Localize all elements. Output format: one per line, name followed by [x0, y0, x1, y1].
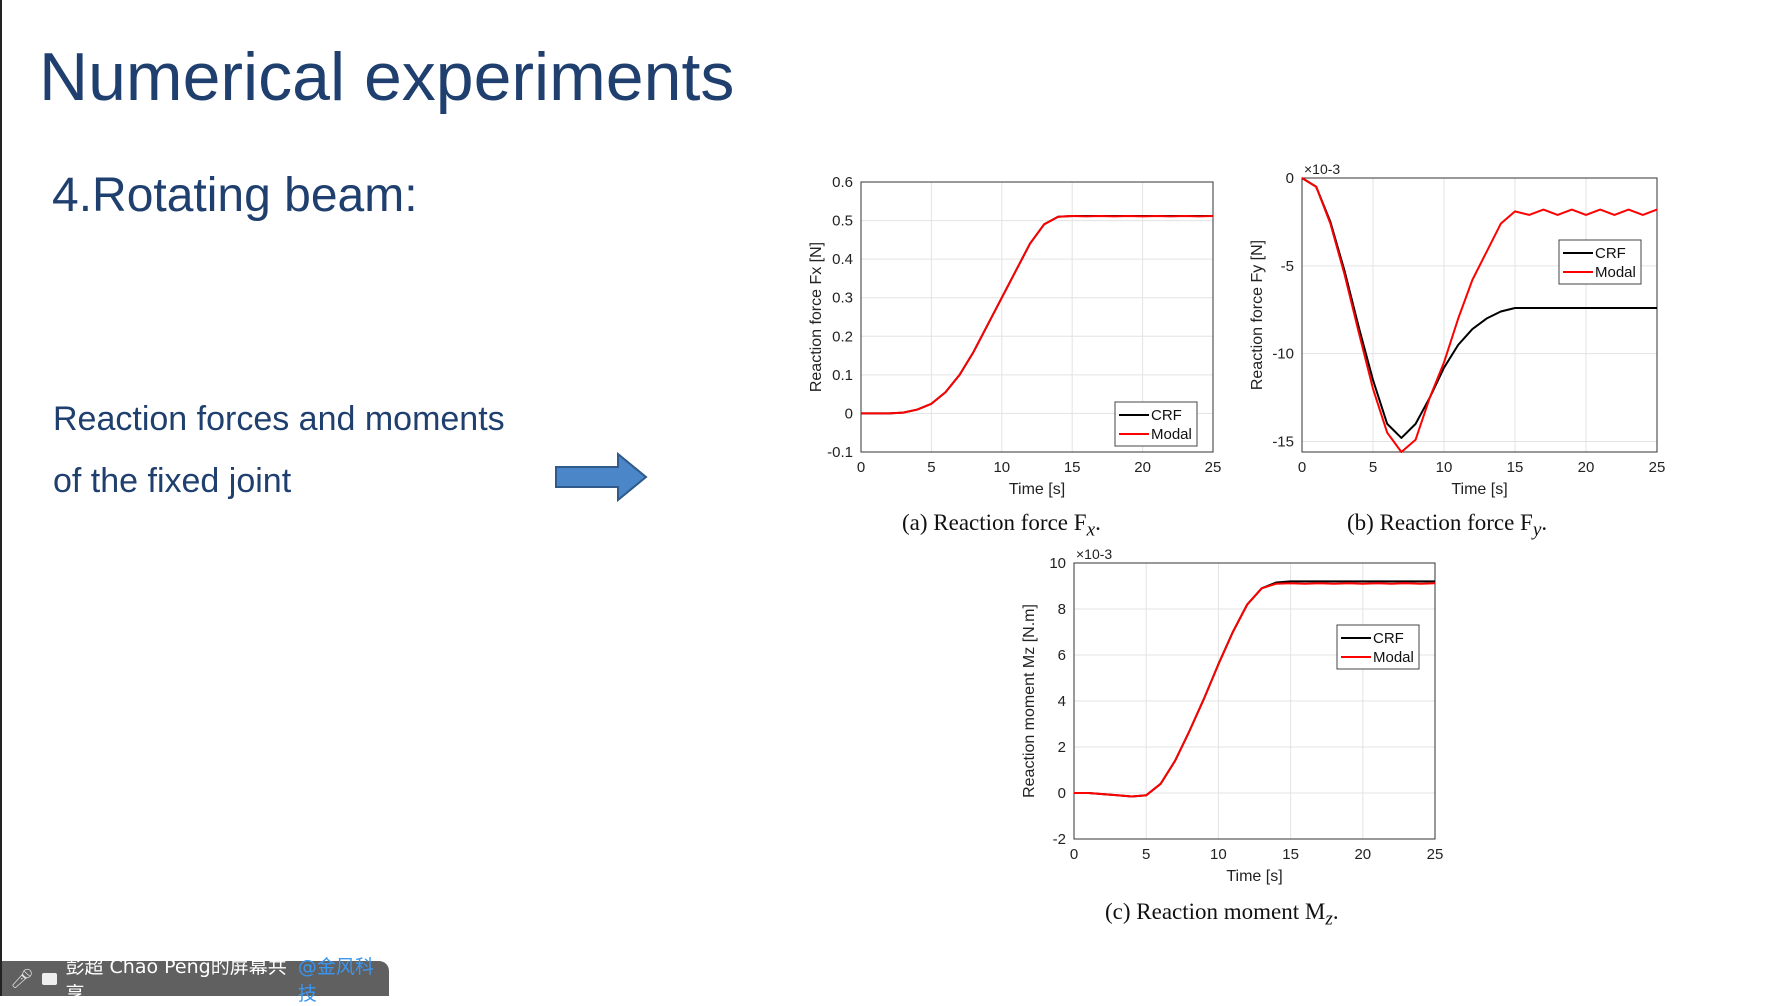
caption-a: (a) Reaction force Fx.	[902, 510, 1101, 541]
y-tick-label: 0	[845, 405, 853, 422]
caption-c: (c) Reaction moment Mz.	[1105, 899, 1339, 930]
legend-label: Modal	[1373, 649, 1414, 666]
series-line-modal	[1301, 177, 1658, 453]
x-tick-label: 15	[1064, 459, 1081, 476]
y-tick-label: 0	[1058, 785, 1066, 802]
screen-share-bar[interactable]: 🎤︎ 彭超 Chao Peng的屏幕共享 @金风科技	[2, 956, 389, 1005]
screen-share-icon[interactable]	[42, 972, 58, 985]
caption-b-text: (b) Reaction force F	[1347, 510, 1533, 535]
axes-box	[1073, 562, 1436, 840]
y-tick-label: 0.2	[832, 328, 853, 345]
x-tick-label: 0	[857, 459, 865, 476]
x-tick-label: 25	[1649, 459, 1666, 476]
body-text-line1: Reaction forces and moments	[53, 400, 505, 438]
y-tick-label: 0.6	[832, 174, 853, 191]
y-tick-label: -2	[1053, 831, 1066, 848]
caption-a-text: (a) Reaction force F	[902, 510, 1087, 535]
org-label: @金风科技	[297, 955, 374, 1005]
legend-label: Modal	[1151, 426, 1192, 443]
caption-c-sub: z	[1325, 908, 1333, 930]
x-tick-label: 5	[1369, 459, 1377, 476]
x-tick-label: 20	[1134, 459, 1151, 476]
legend-label: CRF	[1373, 630, 1404, 647]
series-line-modal	[861, 214, 1214, 415]
y-tick-label: 0	[1286, 170, 1294, 187]
axes-box	[1301, 177, 1658, 453]
x-tick-label: 15	[1282, 846, 1299, 863]
x-tick-label: 15	[1507, 459, 1524, 476]
caption-b: (b) Reaction force Fy.	[1347, 510, 1548, 541]
slide-subtitle: 4.Rotating beam:	[52, 169, 418, 222]
chart-fy: 0 5 10 15 20 25 -15 -10 -5 0 Time [s] Reaction forc…	[1249, 161, 1666, 498]
y-tick-label: 8	[1058, 601, 1066, 618]
y-tick-label: 2	[1058, 739, 1066, 756]
y-axis-label: Reaction force Fx [N]	[808, 242, 825, 392]
x-axis-label: Time [s]	[1226, 868, 1282, 885]
series-line-modal	[1074, 582, 1436, 798]
mic-muted-icon[interactable]: 🎤︎	[10, 968, 35, 990]
x-tick-label: 20	[1578, 459, 1595, 476]
x-axis-label: Time [s]	[1009, 481, 1065, 498]
plot-area	[1302, 178, 1657, 452]
legend-label: CRF	[1595, 245, 1626, 262]
y-tick-label: -15	[1272, 433, 1294, 450]
legend	[1114, 401, 1198, 447]
y-tick-label: -0.1	[827, 444, 853, 461]
y-axis-label: Reaction moment Mz [N.m]	[1021, 604, 1038, 798]
caption-b-sub: y	[1532, 519, 1542, 541]
x-tick-label: 20	[1354, 846, 1371, 863]
body-text-line2: of the fixed joint	[53, 462, 292, 500]
x-axis-label: Time [s]	[1451, 481, 1507, 498]
y-axis-label: Reaction force Fy [N]	[1249, 240, 1266, 390]
x-tick-label: 5	[1142, 846, 1150, 863]
x-tick-label: 25	[1427, 846, 1444, 863]
x-tick-label: 10	[1210, 846, 1227, 863]
axis-exponent: ×10-3	[1304, 161, 1340, 177]
legend	[1558, 239, 1642, 285]
y-tick-label: -10	[1272, 346, 1294, 363]
x-tick-label: 25	[1205, 459, 1222, 476]
legend-label: CRF	[1151, 407, 1182, 424]
axis-exponent: ×10-3	[1076, 546, 1112, 562]
right-arrow-icon	[555, 452, 648, 502]
x-tick-label: 0	[1298, 459, 1306, 476]
y-tick-label: 6	[1058, 647, 1066, 664]
y-tick-label: 0.4	[832, 251, 853, 268]
slide-title: Numerical experiments	[39, 39, 735, 115]
axes-box	[860, 181, 1214, 453]
caption-c-text: (c) Reaction moment M	[1105, 899, 1326, 924]
x-tick-label: 10	[993, 459, 1010, 476]
y-tick-label: 0.1	[832, 367, 853, 384]
y-tick-label: 10	[1049, 555, 1066, 572]
x-tick-label: 5	[927, 459, 935, 476]
presenter-label: 彭超 Chao Peng的屏幕共享	[65, 955, 287, 1005]
y-tick-label: 0.5	[832, 213, 853, 230]
legend-label: Modal	[1595, 264, 1636, 281]
series-line-crf	[1301, 177, 1657, 439]
x-tick-label: 0	[1070, 846, 1078, 863]
caption-a-sub: x	[1086, 519, 1096, 541]
x-tick-label: 10	[1436, 459, 1453, 476]
legend	[1336, 624, 1420, 670]
y-tick-label: -5	[1281, 258, 1294, 275]
y-tick-label: 4	[1058, 693, 1066, 710]
y-tick-label: 0.3	[832, 290, 853, 307]
